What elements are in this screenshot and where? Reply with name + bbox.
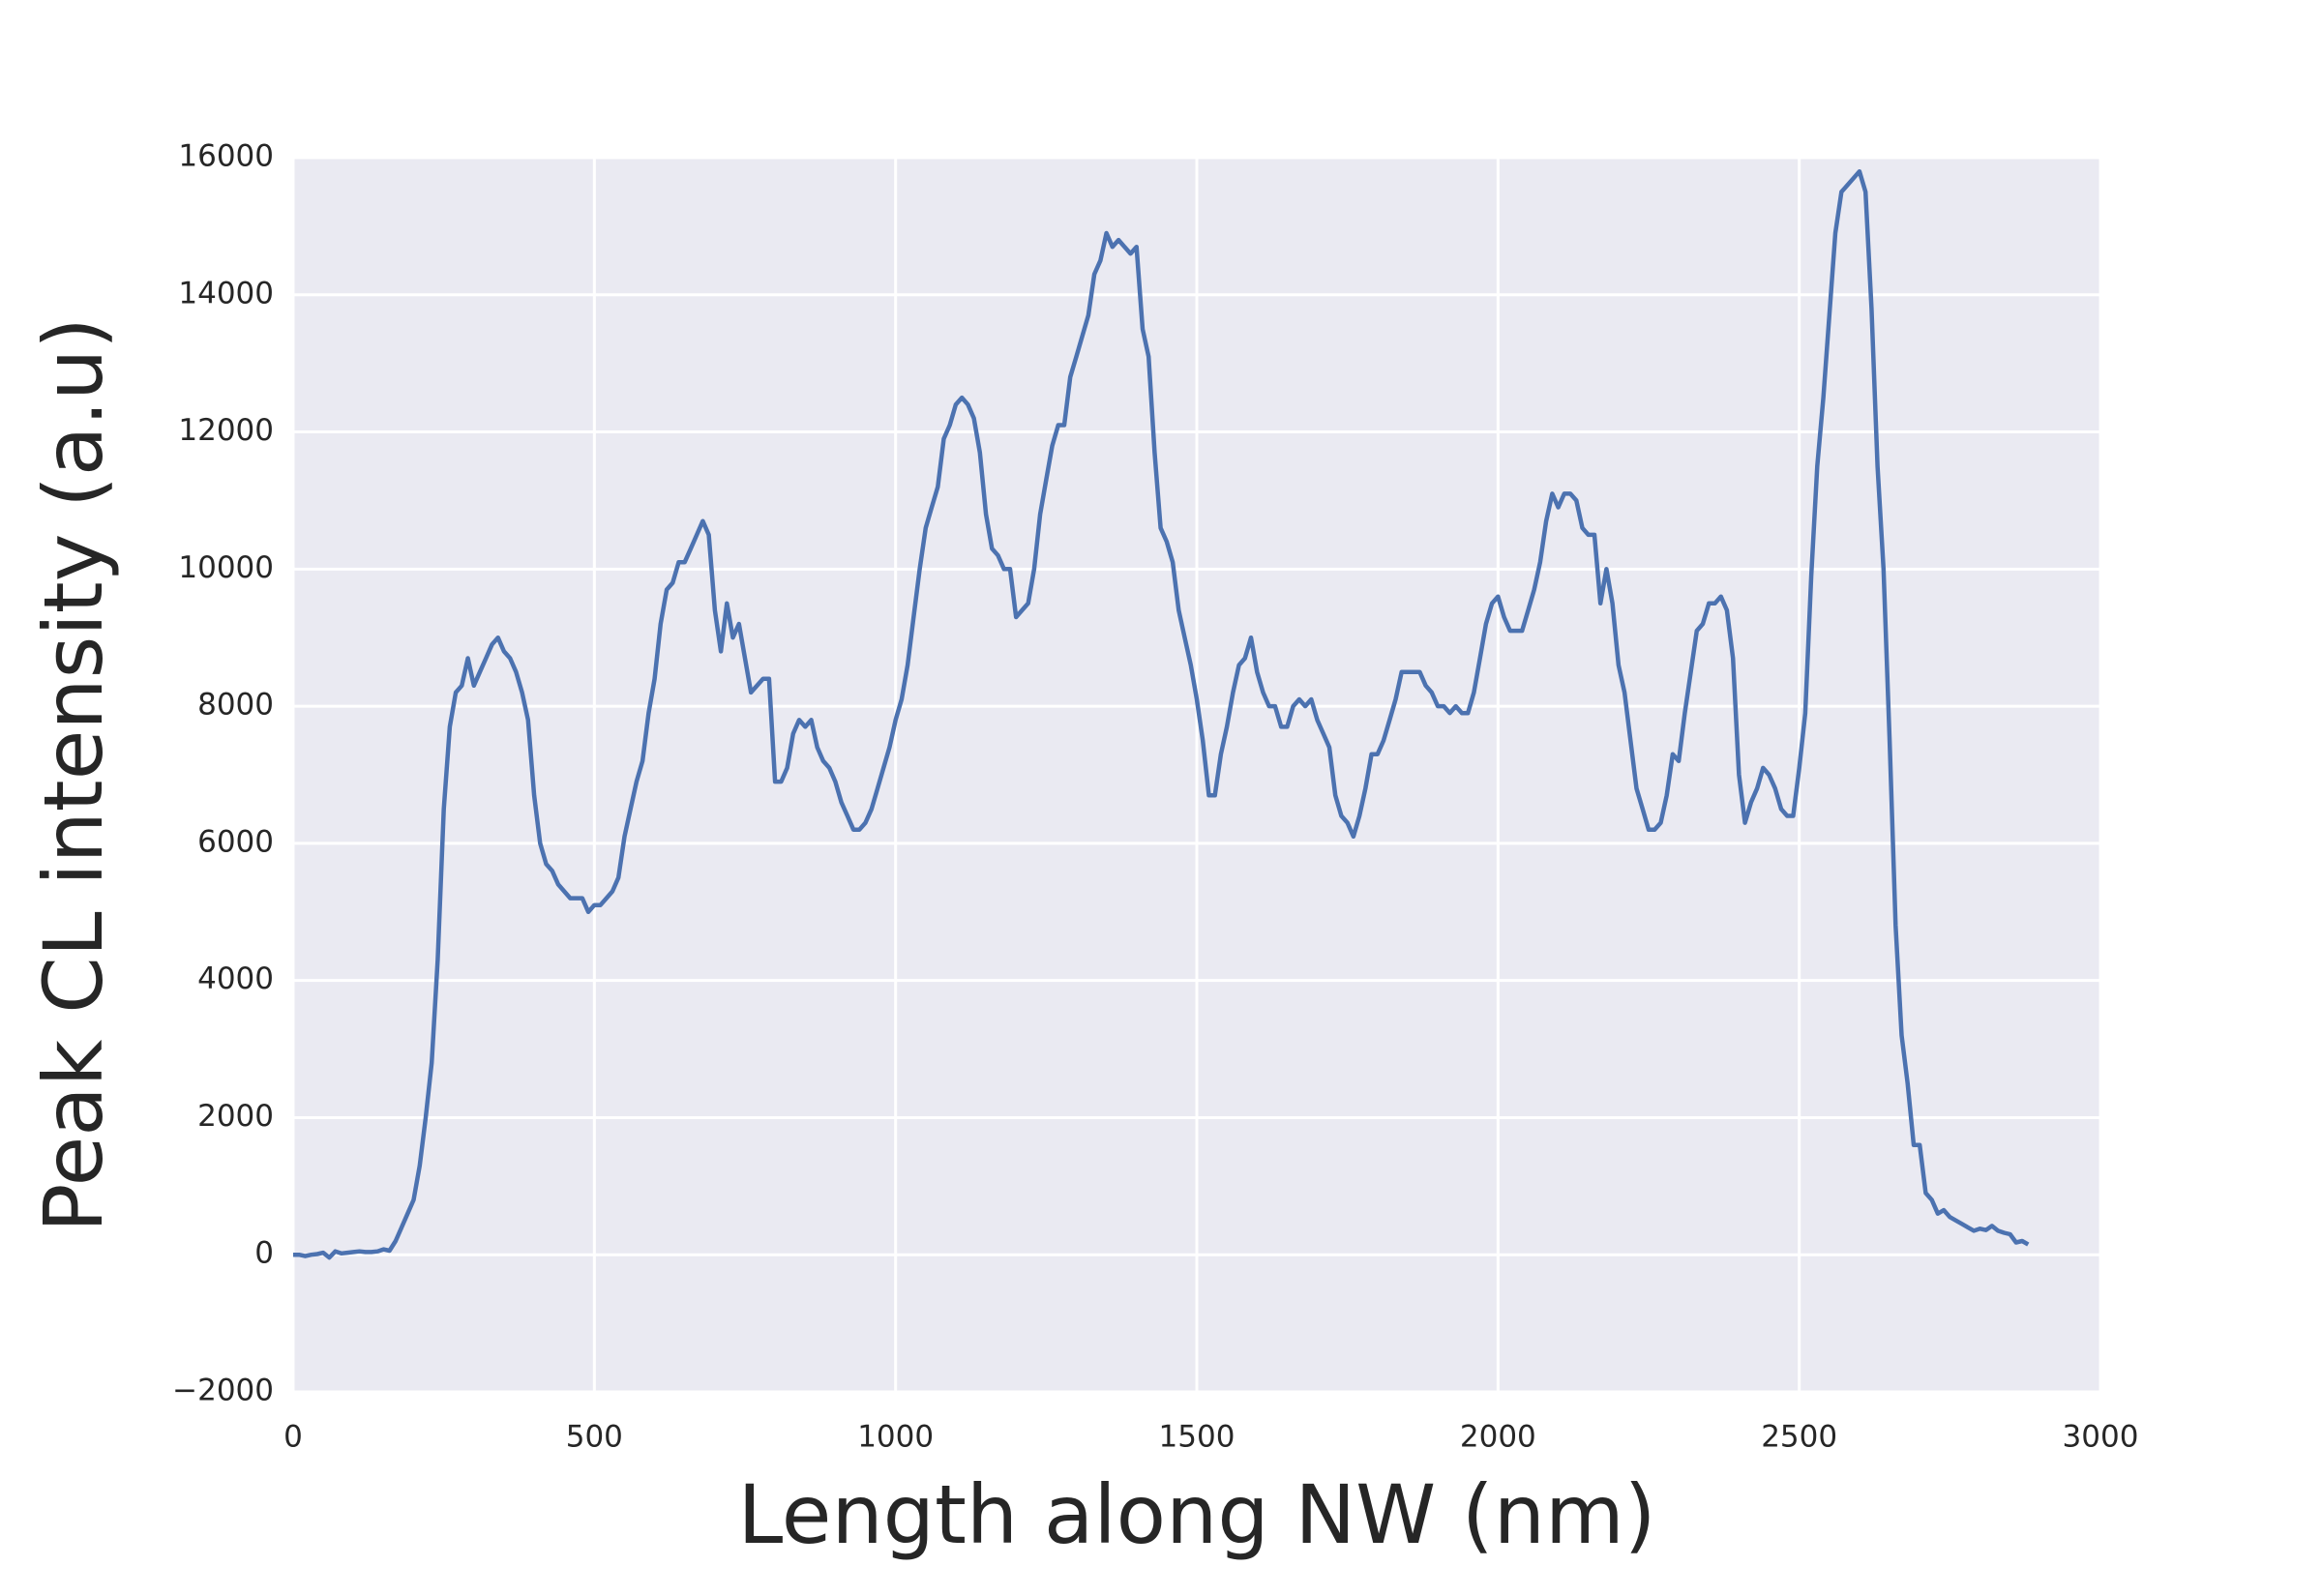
x-tick-label: 1500 [1159, 1420, 1235, 1455]
x-axis-label: Length along NW (nm) [737, 1467, 1655, 1562]
y-tick-label: 6000 [197, 824, 274, 859]
y-tick-label: 16000 [178, 139, 274, 174]
y-tick-label: 10000 [178, 550, 274, 585]
x-tick-label: 2000 [1460, 1420, 1536, 1455]
y-tick-label: 2000 [197, 1099, 274, 1134]
y-tick-label: 14000 [178, 276, 274, 310]
x-tick-label: 2500 [1761, 1420, 1837, 1455]
y-tick-label: −2000 [172, 1374, 274, 1408]
x-tick-label: 3000 [2063, 1420, 2139, 1455]
data-line [293, 168, 2030, 1260]
y-tick-label: 0 [254, 1236, 274, 1271]
x-tick-label: 0 [283, 1420, 303, 1455]
y-tick-label: 12000 [178, 413, 274, 448]
y-tick-label: 8000 [197, 688, 274, 723]
y-tick-label: 4000 [197, 961, 274, 996]
x-tick-label: 500 [566, 1420, 623, 1455]
y-axis-label: Peak CL intensity (a.u) [26, 317, 121, 1232]
x-tick-label: 1000 [857, 1420, 934, 1455]
